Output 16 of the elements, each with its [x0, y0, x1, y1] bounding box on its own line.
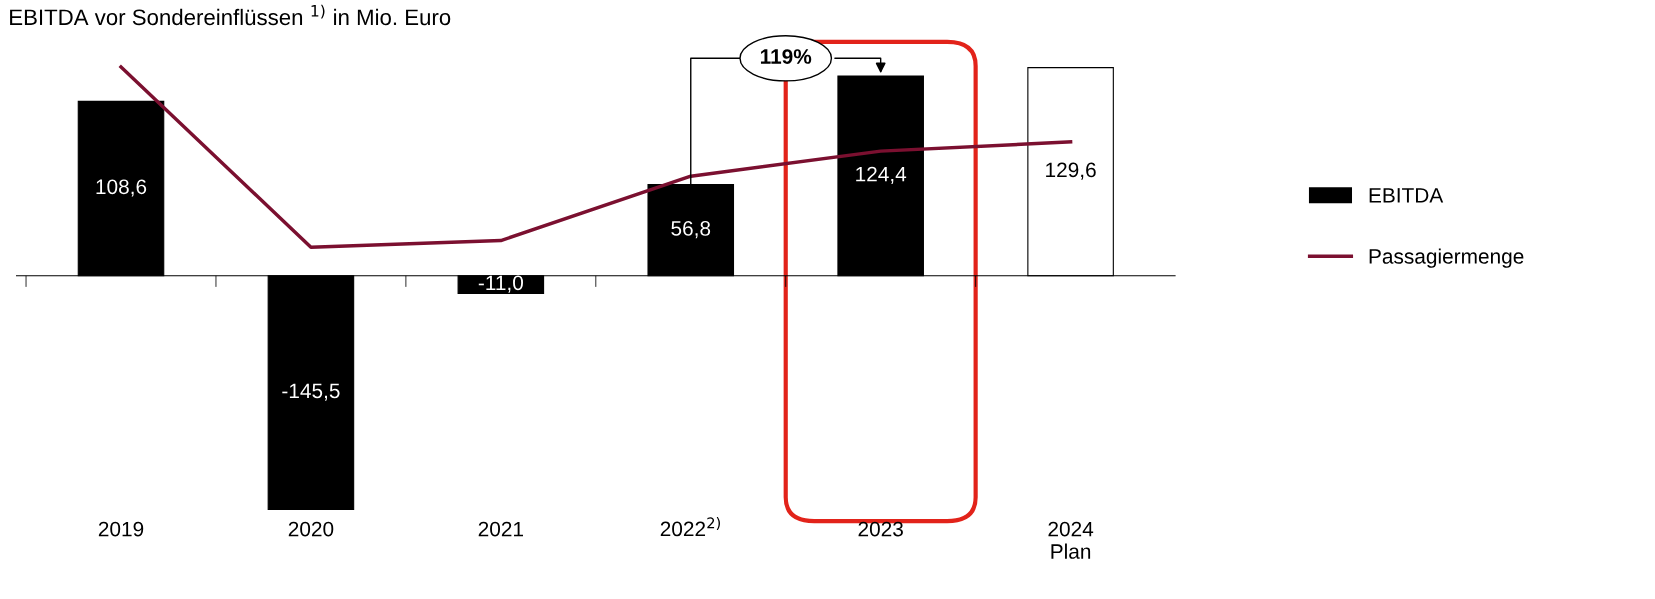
x-tick-label: 2023 [858, 521, 903, 537]
data-label: 129,6 [1046, 162, 1096, 180]
annotation: 119% [760, 49, 812, 64]
x-tick-label: 2022$^{2)}$ [660, 517, 720, 537]
legend-label: Passagiermenge [1369, 248, 1524, 268]
data-label: 124,4 [856, 166, 907, 184]
x-tick-label: 2024 Plan [1048, 521, 1094, 559]
data-label: 56,8 [671, 221, 711, 239]
data-label: 108,6 [96, 179, 147, 197]
x-tick-label: 2020 [288, 521, 334, 537]
x-tick-label: 2019 [98, 521, 144, 537]
data-label: -11,0 [478, 275, 523, 293]
x-tick-label: 2021 [478, 521, 523, 537]
data-label: -145,5 [282, 383, 340, 401]
legend-label: EBITDA [1369, 188, 1444, 203]
chart-title: EBITDA vor Sondereinflüssen $^{1)}$ in Mio. Euro [10, 4, 451, 26]
